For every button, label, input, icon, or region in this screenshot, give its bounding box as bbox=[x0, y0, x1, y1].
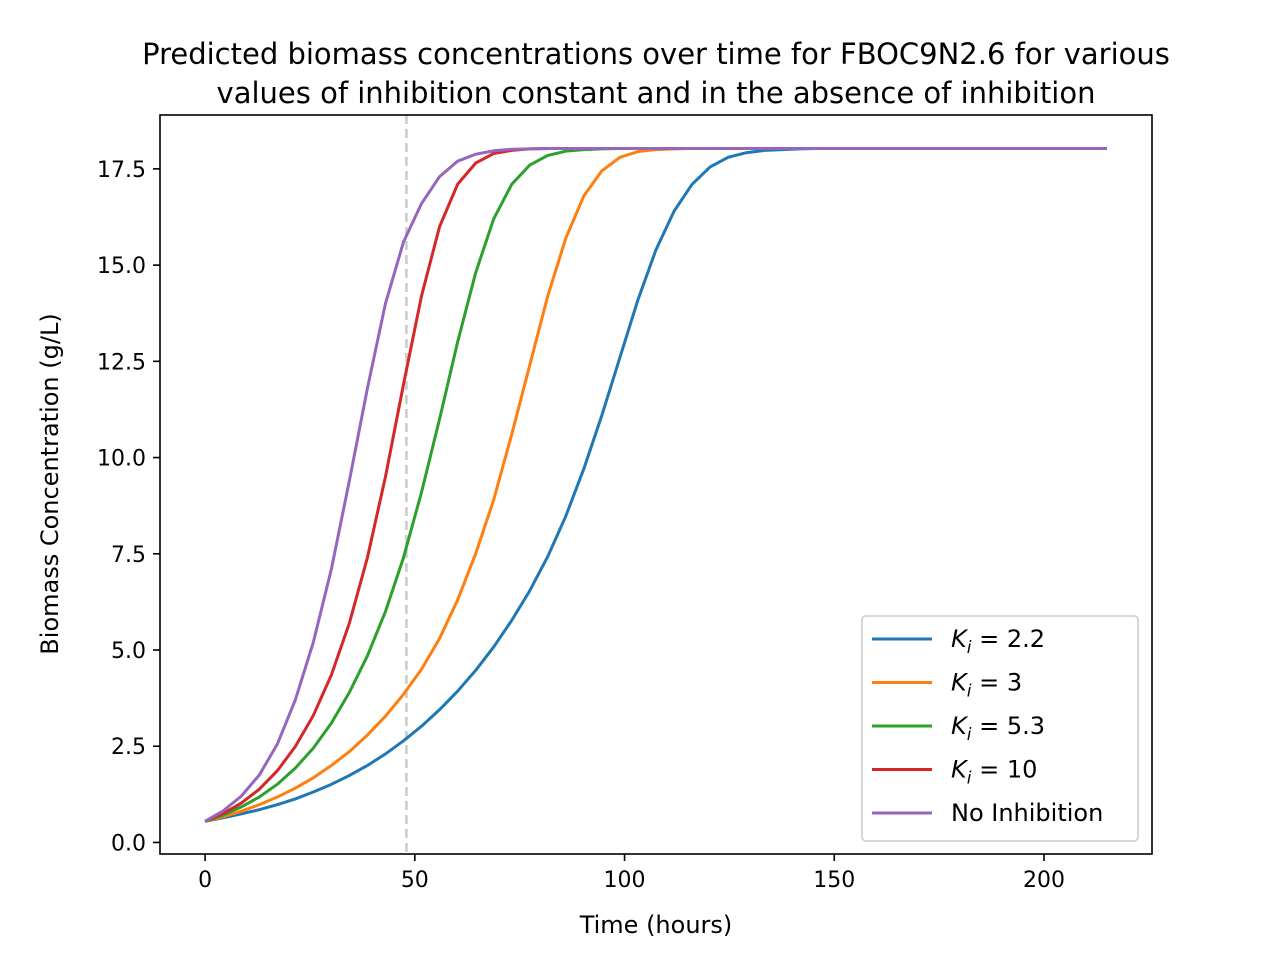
x-axis-label: Time (hours) bbox=[579, 911, 733, 939]
legend-label-2: Ki = 3 bbox=[951, 669, 1022, 702]
chart-title-line-1: Predicted biomass concentrations over ti… bbox=[142, 37, 1170, 71]
legend-label-4: Ki = 10 bbox=[951, 756, 1037, 789]
x-tick-label: 100 bbox=[604, 868, 646, 893]
y-axis: 0.0 2.5 5.0 7.5 10.0 12.5 15.0 17.5 bbox=[97, 158, 160, 856]
y-tick-label: 7.5 bbox=[111, 543, 146, 568]
legend-label-1: Ki = 2.2 bbox=[951, 625, 1045, 658]
series-lines bbox=[204, 146, 1107, 823]
y-tick-label: 0.0 bbox=[111, 831, 146, 856]
y-tick-label: 17.5 bbox=[97, 158, 146, 183]
series-line-5 bbox=[204, 146, 1107, 823]
x-tick-label: 0 bbox=[198, 868, 212, 893]
x-tick-label: 50 bbox=[401, 868, 429, 893]
chart-title-line-2: values of inhibition constant and in the… bbox=[217, 76, 1096, 110]
x-tick-label: 150 bbox=[813, 868, 855, 893]
y-tick-label: 12.5 bbox=[97, 350, 146, 375]
legend-label-3: Ki = 5.3 bbox=[951, 712, 1045, 745]
axes-frame bbox=[159, 114, 1153, 855]
x-axis: 0 50 100 150 200 bbox=[198, 854, 1065, 893]
y-tick-label: 5.0 bbox=[111, 639, 146, 664]
legend-label-5: No Inhibition bbox=[951, 799, 1103, 827]
y-axis-label: Biomass Concentration (g/L) bbox=[36, 313, 64, 654]
legend: Ki = 2.2 Ki = 3 Ki = 5.3 Ki = 10 No Inhibiti… bbox=[861, 615, 1139, 842]
y-tick-label: 10.0 bbox=[97, 447, 146, 472]
y-tick-label: 2.5 bbox=[111, 735, 146, 760]
x-tick-label: 200 bbox=[1023, 868, 1065, 893]
y-tick-label: 15.0 bbox=[97, 254, 146, 279]
legend-box bbox=[861, 615, 1139, 842]
